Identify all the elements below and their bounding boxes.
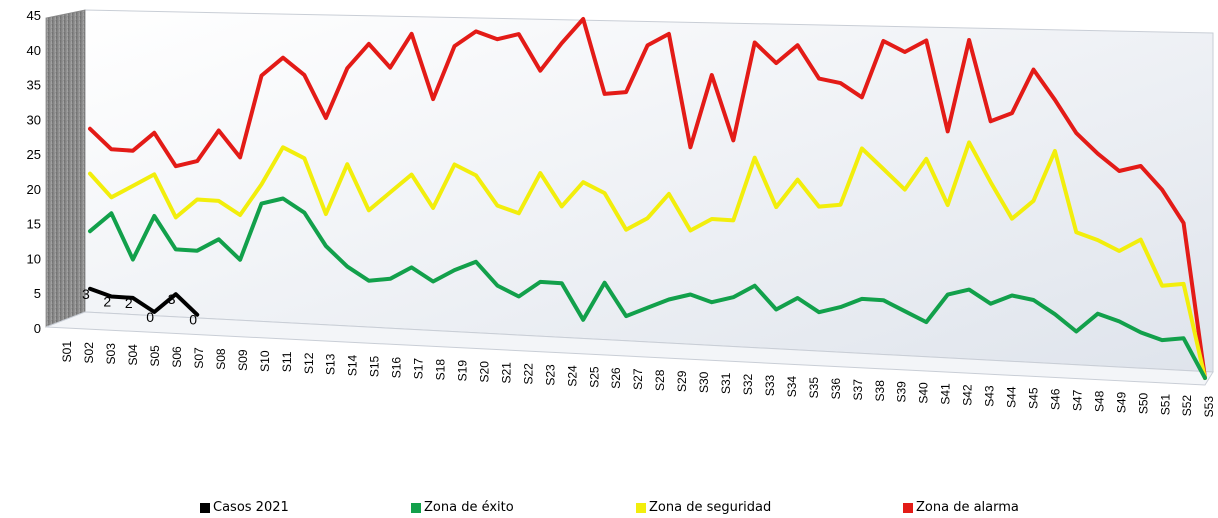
x-tick-label: S27	[631, 368, 645, 390]
x-tick-label: S35	[807, 377, 821, 399]
x-axis: S01 S02 S03 S04 S05 S06 S07 S08 S09 S10 S11 S12 S13 S…	[60, 341, 1216, 418]
x-tick-label: S06	[170, 346, 184, 368]
x-tick-label: S26	[609, 367, 623, 389]
x-tick-label: S16	[390, 357, 404, 379]
x-tick-label: S20	[477, 361, 491, 383]
legend: Casos 2021 Zona de éxito Zona de seguridad…	[0, 500, 1218, 518]
legend-swatch	[636, 502, 646, 513]
x-tick-label: S38	[873, 380, 887, 402]
x-tick-label: S17	[412, 358, 426, 380]
x-tick-label: S22	[521, 363, 535, 385]
legend-item: Zona de éxito	[411, 500, 514, 515]
legend-swatch	[200, 502, 210, 513]
legend-swatch	[411, 502, 421, 513]
y-tick-label: 5	[34, 286, 41, 301]
x-tick-label: S04	[126, 344, 140, 366]
series-line	[88, 196, 1207, 380]
legend-label: Zona de alarma	[916, 500, 1019, 515]
data-label: 2	[125, 295, 133, 311]
legend-label: Zona de éxito	[424, 500, 514, 515]
x-tick-label: S24	[565, 365, 579, 387]
x-tick-label: S02	[82, 342, 96, 364]
x-tick-label: S05	[148, 345, 162, 367]
legend-label: Casos 2021	[213, 500, 289, 515]
x-tick-label: S08	[214, 348, 228, 370]
series-line	[88, 17, 1207, 380]
x-tick-label: S52	[1180, 395, 1194, 417]
x-tick-label: S18	[433, 359, 447, 381]
x-tick-label: S49	[1114, 391, 1128, 413]
y-tick-label: 10	[27, 251, 41, 266]
legend-swatch	[903, 502, 913, 513]
data-label: 2	[103, 294, 111, 310]
x-tick-label: S34	[785, 376, 799, 398]
x-tick-label: S30	[697, 371, 711, 393]
data-label: 3	[82, 286, 90, 302]
x-tick-label: S12	[302, 352, 316, 374]
x-tick-label: S01	[60, 341, 74, 363]
x-tick-label: S39	[895, 381, 909, 403]
legend-label: Zona de seguridad	[649, 500, 772, 515]
x-tick-label: S29	[675, 370, 689, 392]
y-tick-label: 30	[27, 112, 41, 127]
y-tick-label: 45	[27, 8, 41, 23]
data-label: 3	[168, 291, 176, 307]
x-tick-label: S45	[1026, 387, 1040, 409]
y-tick-label: 40	[27, 43, 41, 58]
y-tick-label: 25	[27, 147, 41, 162]
floor	[45, 311, 1214, 386]
x-tick-label: S41	[939, 383, 953, 405]
x-tick-label: S09	[236, 349, 250, 371]
side-wall	[45, 9, 86, 328]
x-tick-label: S11	[280, 351, 294, 372]
data-label: 0	[189, 312, 197, 328]
x-tick-label: S14	[346, 354, 360, 376]
x-tick-label: S23	[543, 364, 557, 386]
x-tick-label: S43	[983, 385, 997, 407]
x-tick-label: S28	[653, 369, 667, 391]
x-tick-label: S44	[1004, 386, 1018, 408]
x-tick-label: S10	[258, 350, 272, 372]
x-tick-label: S40	[917, 382, 931, 404]
data-label: 0	[146, 309, 154, 325]
x-tick-label: S53	[1202, 396, 1216, 418]
x-tick-label: S47	[1070, 389, 1084, 411]
x-tick-label: S36	[829, 378, 843, 400]
x-tick-label: S19	[455, 360, 469, 382]
x-tick-label: S21	[499, 362, 513, 384]
y-tick-label: 35	[27, 78, 41, 93]
x-tick-label: S37	[851, 379, 865, 401]
series-line	[88, 140, 1207, 380]
y-tick-label: 20	[27, 182, 41, 197]
back-wall	[84, 9, 1214, 373]
x-tick-label: S32	[741, 373, 755, 395]
series-line	[88, 286, 200, 317]
x-tick-label: S48	[1092, 390, 1106, 412]
x-tick-label: S31	[719, 372, 733, 394]
y-tick-label: 15	[27, 217, 41, 232]
x-tick-label: S25	[587, 366, 601, 388]
legend-item: Zona de seguridad	[636, 500, 771, 515]
legend-item: Casos 2021	[200, 500, 289, 515]
x-tick-label: S13	[324, 353, 338, 375]
y-axis: 0 5 10 15 20 25 30 35 40 45	[27, 8, 41, 336]
x-tick-label: S07	[192, 347, 206, 369]
y-tick-label: 0	[34, 321, 41, 336]
x-tick-label: S50	[1136, 392, 1150, 414]
legend-item: Zona de alarma	[903, 500, 1019, 515]
x-tick-label: S46	[1048, 388, 1062, 410]
x-tick-label: S42	[961, 384, 975, 406]
x-tick-label: S33	[763, 374, 777, 396]
x-tick-label: S51	[1158, 394, 1172, 416]
x-tick-label: S03	[104, 343, 118, 365]
x-tick-label: S15	[368, 355, 382, 377]
